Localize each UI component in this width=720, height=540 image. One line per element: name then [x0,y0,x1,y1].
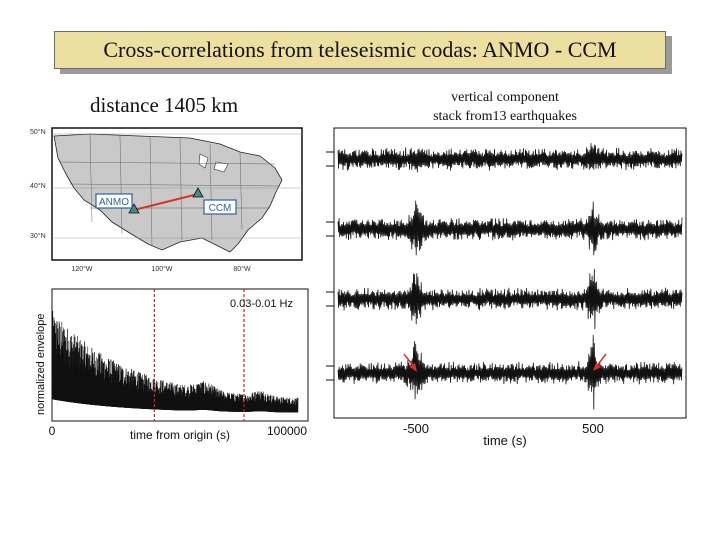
anmo-label-box [95,193,133,209]
distance-label: distance 1405 km [90,93,239,117]
traces-xtick-500: 500 [582,421,604,436]
envelope-annotation: 0.03-0.01 Hz [230,298,293,310]
slide-title: Cross-correlations from teleseismic coda… [54,31,666,69]
lon-label-80: 80°W [233,265,251,273]
traces-xtick-neg500: -500 [403,421,429,436]
correlation-chart: -500 500 time (s) [326,127,687,448]
envelope-trace [51,310,299,413]
correlation-trace-1 [337,143,683,173]
map-gridlines [52,133,302,239]
correlation-trace-2 [337,200,683,256]
lat-label-50: 50°N [30,128,46,136]
correlation-trace-3 [337,268,683,330]
traces-xlabel: time (s) [483,433,526,448]
vertical-component-text: vertical component [451,90,559,105]
stack-count-text: stack from13 earthquakes [433,109,577,124]
trace-group [337,143,683,410]
correlation-trace-4 [337,334,683,410]
lon-label-100: 100°W [151,265,172,273]
lat-label-40: 40°N [30,182,46,190]
state-borders [59,133,281,247]
ccm-station-icon [192,187,204,198]
ccm-label-box [203,199,237,215]
traces-left-ticks [326,151,334,381]
lon-label-120: 120°W [71,265,92,273]
envelope-ylabel: normalized envelope [35,313,47,415]
envelope-xtick-0: 0 [49,424,56,438]
anmo-label: ANMO [99,197,129,208]
lat-label-30: 30°N [30,232,46,240]
envelope-xlabel: time from origin (s) [130,428,230,442]
ccm-label: CCM [209,203,232,214]
arrow-right [593,353,607,371]
station-path [133,193,199,211]
component-label: vertical component stack from13 earthqua… [400,88,610,126]
arrow-left [403,353,417,372]
envelope-xtick-100000: 100000 [267,424,307,438]
station-map: ANMO CCM 50°N 40°N 30°N 120°W 100°W 80°W [30,127,303,273]
envelope-chart: 0.03-0.01 Hz normalized envelope 0 10000… [35,288,309,442]
